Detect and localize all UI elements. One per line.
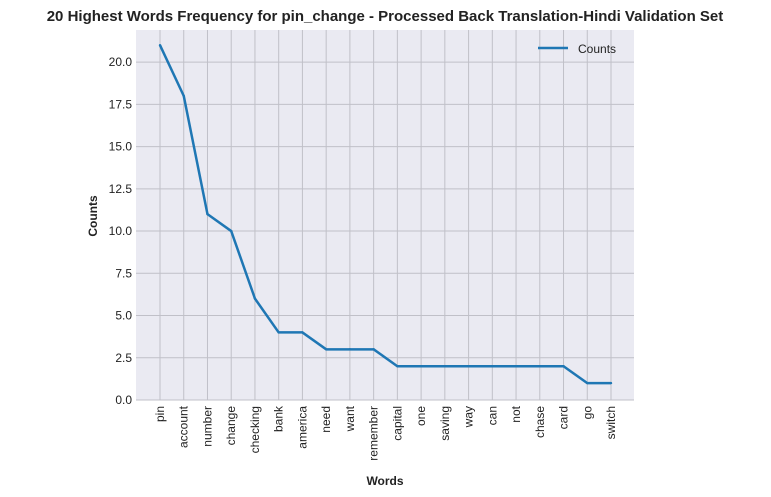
- x-tick-label: bank: [272, 405, 286, 432]
- y-tick-label: 0.0: [115, 393, 132, 407]
- data-point-remember: [372, 348, 375, 351]
- x-tick-label: america: [295, 406, 309, 449]
- data-point-pin: [158, 44, 162, 47]
- x-tick-label: chase: [533, 406, 547, 438]
- data-point-capital: [396, 365, 399, 368]
- data-point-change: [230, 229, 233, 233]
- x-tick-label: want: [343, 405, 357, 432]
- x-tick-label: number: [200, 406, 214, 447]
- x-tick-label: checking: [248, 406, 262, 453]
- x-tick-label: go: [580, 406, 594, 420]
- data-point-number: [206, 212, 209, 216]
- data-point-america: [301, 331, 304, 334]
- data-point-saving: [443, 365, 447, 368]
- data-point-want: [348, 348, 352, 351]
- data-point-go: [586, 381, 589, 385]
- y-axis-label: Counts: [86, 195, 100, 237]
- x-axis-label: Words: [366, 474, 403, 488]
- x-tick-label: saving: [438, 406, 452, 441]
- data-point-checking: [253, 297, 257, 300]
- data-point-one: [419, 365, 423, 368]
- y-tick-label: 10.0: [109, 224, 133, 238]
- x-tick-label: not: [509, 405, 523, 422]
- data-point-not: [514, 365, 518, 368]
- y-axis-ticks: 0.0 2.5 5.0 7.5 10.0 12.5 15.0 17.5 20.0: [109, 55, 133, 407]
- data-point-card: [562, 365, 565, 368]
- x-tick-label: one: [414, 406, 428, 426]
- x-tick-label: capital: [390, 406, 404, 441]
- y-tick-label: 7.5: [115, 266, 132, 280]
- y-tick-label: 12.5: [109, 182, 133, 196]
- x-tick-label: way: [462, 406, 476, 428]
- data-point-account: [182, 94, 185, 98]
- data-point-need: [324, 348, 328, 351]
- y-tick-label: 15.0: [109, 140, 133, 154]
- x-tick-label: change: [224, 406, 238, 446]
- x-tick-label: card: [557, 406, 571, 429]
- chart-title: 20 Highest Words Frequency for pin_chang…: [47, 8, 724, 25]
- series-line-counts: [158, 44, 611, 385]
- y-tick-label: 17.5: [109, 97, 133, 111]
- x-tick-label: account: [177, 405, 191, 448]
- y-tick-label: 20.0: [109, 55, 133, 69]
- y-tick-label: 5.0: [115, 309, 132, 323]
- legend-label-counts: Counts: [578, 42, 616, 56]
- data-point-way: [467, 365, 470, 368]
- grid-lines: [136, 30, 634, 401]
- y-tick-label: 2.5: [115, 351, 132, 365]
- legend: Counts: [538, 42, 616, 56]
- x-tick-label: remember: [367, 406, 381, 461]
- x-tick-label: need: [319, 406, 333, 433]
- x-axis-ticks: pin account number change checking bank americ…: [153, 405, 618, 461]
- x-tick-label: can: [485, 406, 499, 425]
- x-tick-label: switch: [604, 406, 618, 439]
- x-tick-label: pin: [153, 406, 167, 422]
- plot-area: [136, 30, 634, 400]
- data-point-chase: [538, 365, 541, 368]
- data-point-switch: [609, 381, 613, 385]
- data-point-can: [491, 365, 494, 368]
- data-point-bank: [277, 331, 280, 334]
